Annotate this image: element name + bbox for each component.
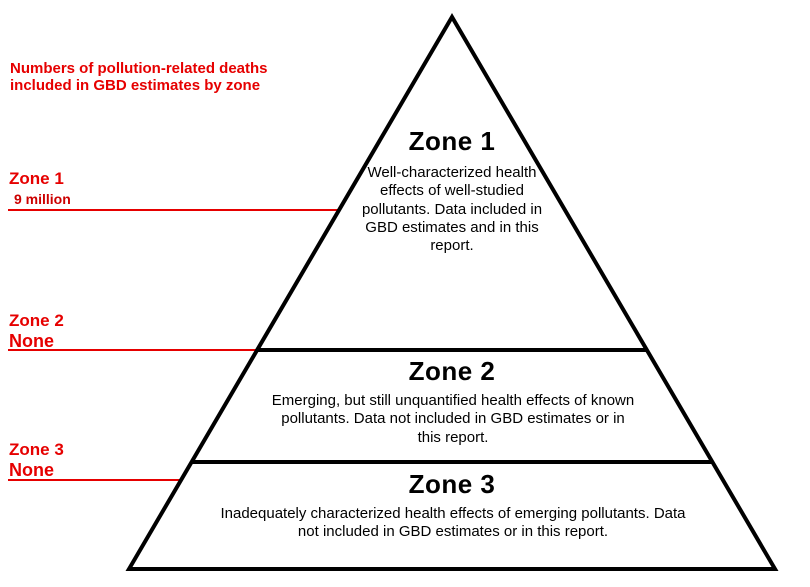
zone3-desc: Inadequately characterized health effect… <box>218 505 688 542</box>
zone2-desc: Emerging, but still unquantified health … <box>268 392 638 447</box>
zone2-block: Zone 2 <box>303 358 601 390</box>
zone1-desc-block: Well-characterized health effects of wel… <box>352 164 552 255</box>
zone2-desc-block: Emerging, but still unquantified health … <box>268 392 638 447</box>
diagram-container: Numbers of pollution-related deaths incl… <box>0 0 810 587</box>
zone2-title: Zone 2 <box>303 358 601 384</box>
zone1-title: Zone 1 <box>355 128 549 154</box>
zone3-title: Zone 3 <box>303 471 601 497</box>
zone1-desc: Well-characterized health effects of wel… <box>352 164 552 255</box>
zone1-block: Zone 1 <box>355 128 549 160</box>
zone3-desc-block: Inadequately characterized health effect… <box>218 505 688 542</box>
zone3-block: Zone 3 <box>303 471 601 503</box>
